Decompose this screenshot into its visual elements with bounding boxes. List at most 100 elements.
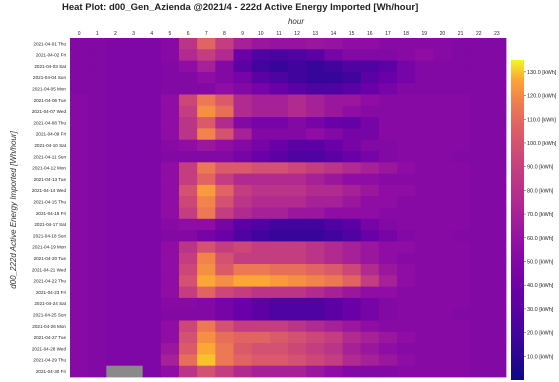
heatmap-cell	[415, 38, 434, 50]
heatmap-cell	[397, 151, 416, 163]
heatmap-cell	[251, 309, 271, 321]
heatmap-cell	[88, 83, 107, 95]
heatmap-cell	[360, 83, 380, 95]
x-tick-label: 5	[169, 31, 172, 37]
y-tick-label: 2021-04-04 Sun	[33, 75, 66, 80]
heatmap-cell	[342, 162, 362, 174]
heatmap-cell	[88, 365, 107, 378]
heatmap-cell	[342, 264, 362, 276]
heatmap-cell	[342, 309, 362, 321]
heatmap-cell	[233, 71, 253, 84]
heatmap-cell	[415, 365, 434, 378]
heatmap-cell	[397, 252, 416, 265]
heatmap-cell	[215, 218, 234, 231]
heatmap-cell	[179, 38, 198, 50]
heatmap-cell	[215, 354, 234, 367]
heatmap-cell	[269, 275, 289, 287]
heatmap-cell	[378, 264, 398, 276]
heatmap-cell	[106, 151, 125, 163]
heatmap-cell	[197, 275, 216, 287]
heatmap-cell	[451, 94, 471, 107]
heatmap-cell	[269, 38, 289, 50]
heatmap-cell	[415, 264, 434, 276]
heatmap-cell	[233, 309, 253, 321]
heatmap-cell	[179, 151, 198, 163]
heatmap-cell	[342, 38, 362, 50]
heatmap-cell	[106, 230, 125, 242]
heatmap-cell	[451, 207, 471, 220]
heatmap-cell	[70, 139, 89, 152]
heatmap-cell	[378, 207, 398, 220]
heatmap-cell	[288, 49, 307, 61]
heatmap-cell	[469, 49, 489, 61]
heatmap-cell	[451, 252, 471, 265]
heatmap-cell	[197, 252, 216, 265]
heatmap-cell	[324, 139, 343, 152]
heatmap-cell	[124, 309, 144, 321]
heatmap-cell	[142, 207, 162, 220]
heatmap-cell	[360, 139, 380, 152]
heatmap-cell	[251, 128, 271, 141]
heatmap-cell	[360, 331, 380, 344]
heatmap-cell	[451, 139, 471, 152]
heatmap-cell	[179, 320, 198, 333]
heatmap-cell	[487, 60, 507, 73]
heatmap-cell	[233, 343, 253, 355]
heatmap-cell	[70, 184, 89, 197]
heatmap-cell	[251, 38, 271, 50]
heatmap-cell	[360, 320, 380, 333]
y-tick-label: 2021-04-19 Mon	[32, 245, 66, 250]
heatmap-cell	[288, 128, 307, 141]
heatmap-cell	[142, 94, 162, 107]
y-tick-label: 2021-04-15 Thu	[33, 199, 66, 204]
heatmap-cell	[124, 162, 144, 174]
heatmap-cell	[469, 241, 489, 254]
heatmap-cell	[324, 49, 343, 61]
heatmap-cell	[88, 252, 107, 265]
heatmap-cell	[324, 343, 343, 355]
heatmap-cell	[269, 60, 289, 73]
heatmap-cell	[269, 309, 289, 321]
heatmap-cell	[360, 60, 380, 73]
heatmap-cell	[251, 365, 271, 378]
heatmap-cell	[124, 264, 144, 276]
heatmap-cell	[378, 320, 398, 333]
heatmap-cell	[451, 343, 471, 355]
heatmap-cells	[70, 38, 507, 378]
heatmap-cell	[324, 207, 343, 220]
y-tick-label: 2021-04-02 Fri	[36, 53, 66, 58]
heatmap-cell	[142, 331, 162, 344]
x-tick-label: 23	[494, 31, 500, 37]
heatmap-cell	[324, 241, 343, 254]
heatmap-cell	[179, 94, 198, 107]
heatmap-cell	[415, 354, 434, 367]
colorbar-tick-label: 50.0 [kWh]	[527, 259, 554, 265]
y-tick-label: 2021-04-11 Sun	[33, 154, 66, 159]
x-tick-label: 10	[258, 31, 264, 37]
heatmap-cell	[342, 105, 362, 118]
heatmap-cell	[160, 286, 180, 299]
heatmap-cell	[487, 230, 507, 242]
heatmap-cell	[288, 331, 307, 344]
heatmap-cell	[179, 354, 198, 367]
heatmap-cell	[451, 241, 471, 254]
heatmap-cell	[433, 128, 452, 141]
heatmap-cell	[197, 184, 216, 197]
heatmap-cell	[269, 343, 289, 355]
heatmap-cell	[124, 38, 144, 50]
heatmap-cell	[378, 218, 398, 231]
heatmap-cell	[451, 173, 471, 186]
heatmap-cell	[397, 184, 416, 197]
heatmap-cell	[306, 309, 325, 321]
heatmap-cell	[397, 309, 416, 321]
heatmap-cell	[142, 230, 162, 242]
heatmap-cell	[487, 94, 507, 107]
x-tick-label: 8	[223, 31, 226, 37]
heatmap-cell	[269, 218, 289, 231]
heatmap-cell	[433, 207, 452, 220]
heatmap-cell	[70, 128, 89, 141]
heatmap-cell	[233, 275, 253, 287]
heatmap-cell	[360, 196, 380, 208]
y-tick-label: 2021-04-06 Tue	[34, 98, 67, 103]
heatmap-cell	[160, 60, 180, 73]
